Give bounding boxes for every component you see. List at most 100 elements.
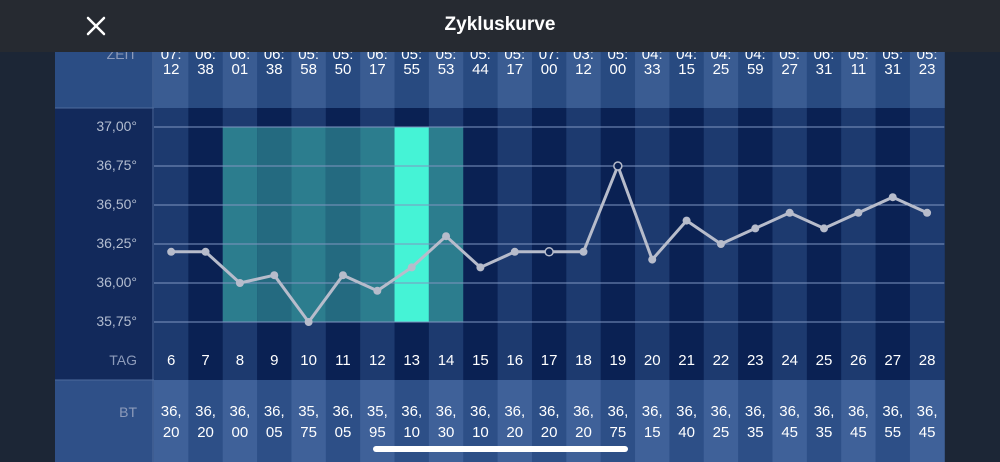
- temperature-label: 36,45: [779, 403, 801, 441]
- temperature-label: 36,30: [435, 403, 457, 441]
- x-tick-label: 24: [781, 352, 798, 369]
- column-bg: [188, 380, 224, 462]
- temperature-label: 36,00: [229, 403, 251, 441]
- temperature-point: [751, 224, 760, 233]
- temperature-point: [716, 240, 725, 248]
- y-tick-label: 37,00°: [96, 118, 137, 134]
- temperature-label: 36,05: [263, 403, 285, 441]
- x-tick-label: 17: [540, 352, 558, 369]
- temperature-point: [476, 263, 485, 272]
- column-bg: [909, 52, 945, 108]
- temperature-point: [201, 247, 210, 256]
- temperature-label: 36,05: [332, 403, 354, 441]
- column-bg: [497, 52, 533, 108]
- temperature-point: [820, 224, 829, 233]
- column-bg: [772, 52, 808, 108]
- fertile-column: [291, 127, 327, 322]
- temperature-label: 36,20: [573, 403, 594, 441]
- column-bg: [875, 52, 911, 108]
- column-bg: [772, 380, 808, 462]
- temperature-point: [785, 208, 794, 217]
- temperature-point: [854, 208, 863, 217]
- column-bg: [428, 52, 464, 108]
- temperature-label: 36,10: [469, 403, 491, 441]
- column-bg: [360, 52, 396, 108]
- column-bg: [291, 52, 327, 108]
- column-bg: [154, 52, 189, 108]
- x-tick-label: 26: [850, 352, 867, 369]
- column-bg: [394, 52, 430, 108]
- x-tick-label: 11: [335, 352, 351, 369]
- column-bg: [600, 52, 636, 108]
- temperature-label: 36,45: [847, 403, 869, 441]
- column-bg: [669, 380, 705, 462]
- temperature-point: [338, 271, 347, 280]
- y-tick-label: 36,25°: [96, 235, 137, 251]
- x-tick-label: 7: [201, 352, 210, 369]
- temperature-point: [304, 318, 313, 326]
- x-tick-label: 28: [918, 352, 936, 369]
- temperature-point: [373, 286, 382, 295]
- column-bg: [806, 380, 842, 462]
- top-bar: Zykluskurve: [0, 0, 1000, 52]
- fertile-column: [222, 127, 258, 322]
- x-tick-label: 13: [403, 352, 421, 369]
- label-column: [55, 380, 154, 462]
- x-tick-label: 18: [575, 352, 592, 369]
- x-tick-label: 10: [300, 352, 317, 369]
- label-column: [55, 52, 154, 108]
- x-tick-label: 8: [235, 352, 245, 369]
- row-label: BT: [119, 404, 137, 420]
- temperature-label: 36,35: [744, 403, 766, 441]
- column-bg: [463, 52, 499, 108]
- temperature-point: [442, 232, 451, 241]
- temperature-point: [613, 161, 623, 171]
- x-tick-label: 19: [609, 352, 627, 369]
- row-label: TAG: [109, 352, 137, 368]
- temperature-point: [579, 247, 588, 256]
- home-indicator: [373, 446, 628, 452]
- column-bg: [806, 52, 842, 108]
- temperature-label: 36,35: [813, 403, 835, 441]
- column-bg: [154, 380, 189, 462]
- x-tick-label: 27: [884, 352, 902, 369]
- y-tick-label: 36,00°: [96, 274, 137, 290]
- x-tick-label: 22: [712, 352, 730, 369]
- column-bg: [703, 52, 739, 108]
- column-bg: [841, 52, 877, 108]
- column-bg: [222, 52, 258, 108]
- temperature-label: 36,20: [538, 403, 560, 441]
- column-bg: [738, 380, 773, 462]
- column-bg: [257, 52, 292, 108]
- x-tick-label: 9: [270, 352, 279, 369]
- temperature-point: [682, 216, 691, 225]
- column-bg: [257, 380, 292, 462]
- column-bg: [669, 52, 705, 108]
- x-tick-label: 20: [643, 352, 661, 369]
- fertile-column: [428, 127, 464, 322]
- column-bg: [188, 52, 224, 108]
- temperature-label: 36,25: [710, 403, 732, 441]
- x-tick-label: 25: [815, 352, 833, 369]
- x-tick-label: 6: [167, 352, 176, 369]
- x-tick-label: 21: [678, 352, 695, 369]
- y-tick-label: 35,75°: [96, 313, 137, 329]
- column-bg: [635, 52, 670, 108]
- column-bg: [325, 52, 361, 108]
- temperature-point: [888, 193, 897, 202]
- temperature-label: 36,55: [882, 403, 904, 441]
- column-bg: [635, 380, 670, 462]
- screen-title: Zykluskurve: [444, 14, 556, 35]
- temperature-label: 36,15: [641, 403, 663, 441]
- temperature-label: 36,20: [195, 403, 216, 441]
- temperature-label: 35,75: [298, 403, 320, 441]
- temperature-label: 36,20: [160, 403, 182, 441]
- x-tick-label: 12: [368, 352, 386, 369]
- close-button[interactable]: [76, 6, 116, 46]
- column-bg: [875, 380, 911, 462]
- temperature-point: [407, 263, 416, 272]
- column-bg: [703, 380, 739, 462]
- column-bg: [909, 380, 945, 462]
- ovulation-column: [394, 127, 430, 322]
